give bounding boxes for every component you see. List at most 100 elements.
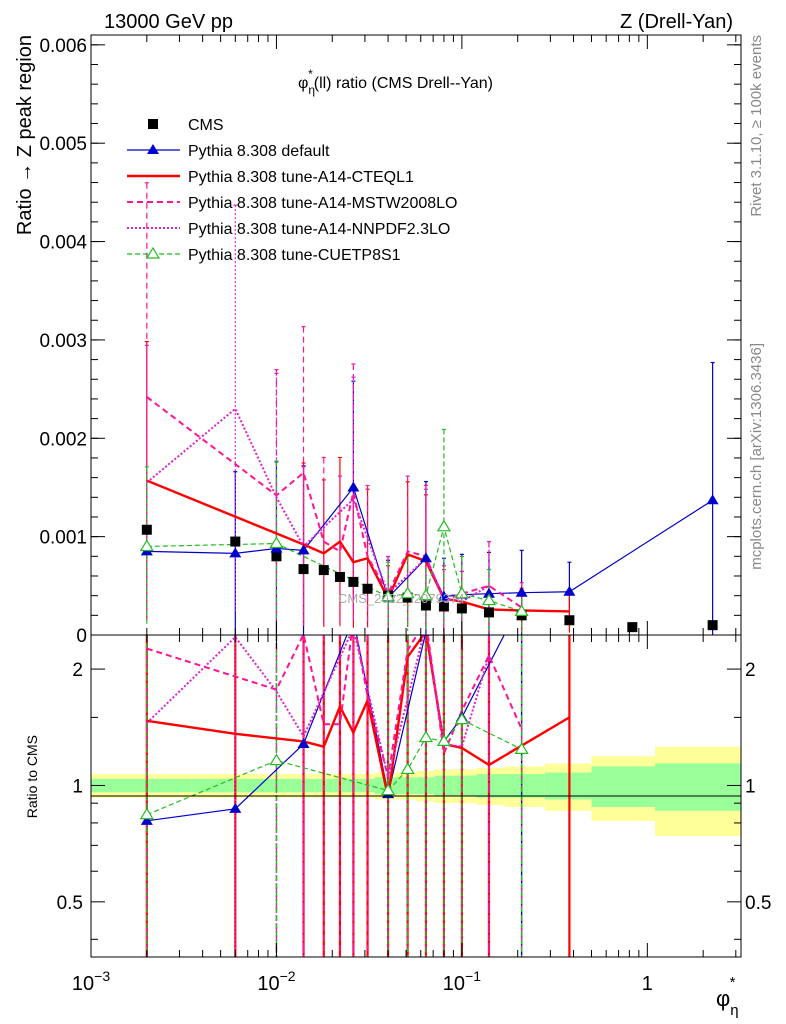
cuetp-marker — [381, 589, 396, 602]
band-inner-segment — [591, 766, 656, 807]
cuetp-marker — [454, 586, 469, 599]
main-series-lines — [146, 396, 713, 613]
main-y-tick-label: 0.003 — [39, 331, 87, 352]
mstw-ratio-line — [146, 635, 523, 778]
cuetp-ratio-marker — [454, 712, 469, 725]
cuetp-ratio-marker — [139, 807, 154, 820]
cms-marker — [438, 601, 449, 612]
default-marker — [515, 586, 528, 597]
cuetp-marker — [400, 586, 415, 599]
ratio-markers — [139, 635, 529, 825]
uncertainty-bands — [91, 746, 741, 837]
cuetp-marker — [139, 539, 154, 552]
legend: CMS Pythia 8.308 default Pythia 8.308 tune… — [127, 117, 457, 264]
x-tick-label: 10−3 — [72, 968, 110, 995]
band-inner-segment — [476, 774, 505, 798]
default-ratio-marker — [297, 738, 310, 749]
legend-default-marker — [147, 144, 159, 154]
mcplots-label: mcplots.cern.ch [arXiv:1306.3436] — [748, 343, 765, 570]
axis-ticks — [90, 35, 741, 957]
legend-cuetp-label: Pythia 8.308 tune-CUETP8S1 — [188, 247, 401, 264]
main-y-tick-label: 0.004 — [39, 233, 87, 254]
legend-cms-marker — [148, 119, 158, 129]
main-y-tick-label: 0 — [76, 626, 87, 647]
default-marker — [563, 585, 576, 596]
ratio-ylabel: Ratio to CMS — [24, 735, 40, 818]
legend-nnpdf-label: Pythia 8.308 tune-A14-NNPDF2.3LO — [188, 221, 450, 238]
x-axis-label: φη* — [716, 974, 739, 1019]
cteql1-ratio-line — [146, 635, 571, 798]
band-inner-segment — [655, 763, 741, 811]
x-tick-label: 1 — [642, 973, 653, 995]
main-y-tick-label: 0.005 — [39, 134, 87, 155]
mstw-line — [146, 396, 523, 609]
cms-marker — [564, 615, 575, 626]
nnpdf-ratio-line — [146, 635, 490, 778]
default-marker — [706, 494, 719, 505]
cuetp-ratio-marker — [418, 730, 434, 743]
cms-marker — [483, 607, 494, 618]
ratio-y-tick-label: 2 — [72, 660, 83, 681]
cuetp-marker — [514, 604, 529, 616]
axis-tick-labels: 10−3 10−2 10−1 1 0 0.001 0.002 0.003 0.004 0.005 0… — [39, 36, 771, 995]
legend-mstw-label: Pythia 8.308 tune-A14-MSTW2008LO — [188, 195, 457, 212]
default-ratio-marker — [140, 814, 153, 825]
default-marker — [482, 587, 495, 598]
rivet-label: Rivet 3.1.10, ≥ 100k events — [748, 35, 765, 217]
cms-marker — [420, 600, 431, 611]
band-inner-segment — [504, 774, 545, 798]
x-tick-label: 10−2 — [257, 968, 295, 995]
band-inner-segment — [544, 772, 592, 800]
default-ratio-marker — [229, 802, 242, 813]
band-inner-segment — [258, 778, 292, 793]
cms-marker — [271, 551, 282, 562]
ratio-y-tick-label-right: 2 — [745, 660, 756, 681]
legend-default-label: Pythia 8.308 default — [188, 143, 330, 160]
main-y-tick-label: 0.006 — [39, 36, 87, 57]
ratio-y-tick-label-right: 1 — [745, 776, 756, 797]
cuetp-ratio-marker — [381, 783, 396, 796]
main-plot-title: φη*(ll) ratio (CMS Drell--Yan) — [298, 67, 493, 97]
x-tick-label: 10−1 — [443, 968, 481, 995]
cms-marker — [627, 622, 638, 633]
cms-marker — [362, 583, 373, 594]
cms-marker — [230, 536, 241, 547]
ratio-y-tick-label-right: 0.5 — [745, 893, 771, 914]
cms-marker — [334, 571, 345, 582]
cuetp-marker — [418, 588, 434, 601]
cuetp-ratio-marker — [514, 742, 529, 754]
default-marker — [229, 547, 242, 558]
header-right: Z (Drell-Yan) — [620, 11, 733, 33]
ratio-y-tick-label: 0.5 — [57, 893, 83, 914]
nnpdf-line — [146, 407, 490, 603]
default-marker — [419, 552, 432, 563]
main-y-tick-label: 0.002 — [39, 429, 87, 450]
cms-marker — [456, 603, 467, 614]
analysis-watermark: CMS_2022_I2079374 — [338, 591, 465, 606]
default-marker — [297, 544, 310, 555]
default-marker — [437, 590, 450, 601]
legend-cuetp-marker — [145, 246, 161, 259]
main-markers — [139, 481, 719, 633]
default-marker — [347, 481, 360, 492]
cms-marker — [318, 565, 329, 576]
band-inner-segment — [91, 778, 192, 793]
band-inner-segment — [191, 778, 259, 793]
cms-marker — [298, 564, 309, 575]
header-left: 13000 GeV pp — [104, 11, 233, 33]
cms-marker — [348, 576, 359, 587]
cuetp-marker — [269, 536, 284, 549]
cuetp-marker — [436, 519, 451, 532]
cuetp-ratio-marker — [400, 762, 415, 775]
ratio-y-tick-label: 1 — [72, 776, 83, 797]
cms-marker — [141, 524, 152, 535]
cuetp-ratio-marker — [436, 734, 451, 747]
band-inner-segment — [453, 775, 477, 796]
ratio-panel-frame — [90, 634, 742, 958]
cuetp-ratio-marker — [269, 753, 284, 766]
legend-cms-label: CMS — [188, 117, 224, 134]
main-y-tick-label: 0.001 — [39, 528, 87, 549]
legend-cteql1-label: Pythia 8.308 tune-A14-CTEQL1 — [188, 169, 414, 186]
main-ylabel: Ratio → Z peak region — [14, 35, 36, 235]
